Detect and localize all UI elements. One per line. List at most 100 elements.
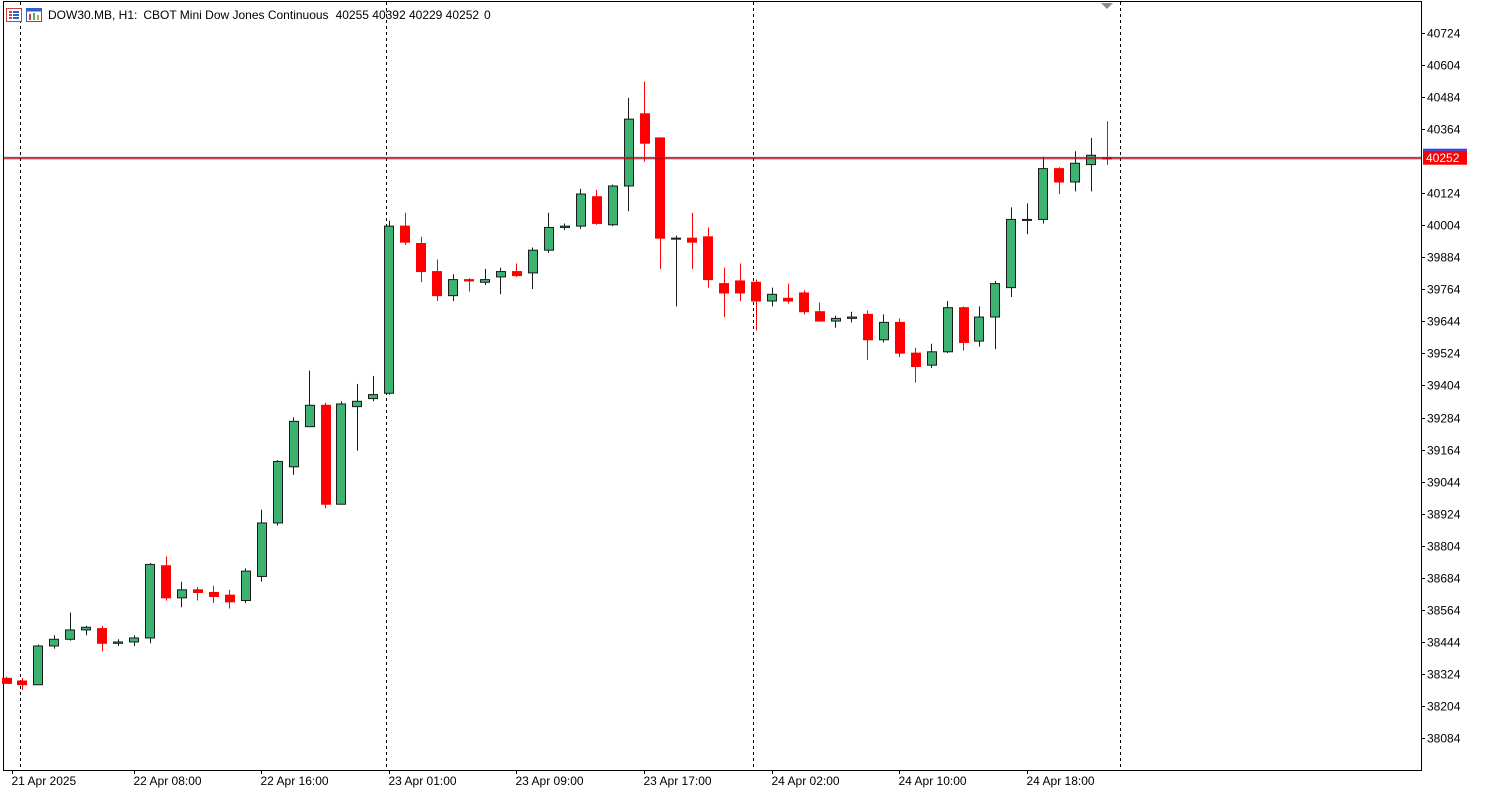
y-tick-label: 38684 [1427,572,1461,586]
candle-body [671,237,681,240]
candle-body [655,137,665,239]
y-tick-label: 40724 [1427,27,1461,41]
y-tick-label: 40364 [1427,123,1461,137]
menu-icon[interactable] [6,8,22,22]
chart-window-icon[interactable] [26,8,42,22]
y-tick-label: 38804 [1427,540,1461,554]
candle-body [129,637,139,643]
y-tick-label: 38444 [1427,636,1461,650]
y-tick-label: 39764 [1427,283,1461,297]
candle-body [209,591,219,597]
candle-body [783,297,793,302]
candle-body [97,628,107,644]
candle-body [289,420,299,468]
candle-body [273,460,283,524]
candle-body [113,641,123,644]
candle-body [831,317,841,322]
candle-body [384,225,394,394]
candle-body [161,565,171,599]
candle-body [640,113,650,144]
candle-body [81,626,91,631]
candle-body [177,589,187,599]
x-tick-label: 22 Apr 16:00 [261,774,329,788]
candle-body [496,271,506,278]
candle-body [416,242,426,273]
candle-body [1006,218,1016,289]
candle-body [576,193,586,227]
candle-body [990,283,1000,318]
y-tick-label: 40604 [1427,59,1461,73]
candle-body [624,118,634,187]
candle-body [943,307,953,353]
current-price-badge [1423,150,1467,165]
candle-body [432,271,442,297]
candle-body [448,279,458,297]
candle-body [751,281,761,302]
candle-body [1086,154,1096,166]
price-axis-area [1422,0,1486,793]
x-tick-label: 23 Apr 01:00 [389,774,457,788]
candle-body [464,279,474,282]
candle-body [480,279,490,283]
current-price-label: 40252 [1426,151,1460,165]
candle-body [703,236,713,281]
scroll-marker-icon[interactable] [1101,3,1113,9]
candle-body [49,638,59,647]
candle-body [1070,162,1080,183]
candle-body [911,352,921,368]
y-tick-label: 39644 [1427,315,1461,329]
candle-body [368,394,378,400]
y-tick-label: 38564 [1427,604,1461,618]
y-tick-label: 39524 [1427,347,1461,361]
x-tick-label: 23 Apr 17:00 [644,774,712,788]
candle-body [1054,168,1064,183]
y-tick-label: 38324 [1427,668,1461,682]
candle-body [257,522,267,577]
x-tick-label: 21 Apr 2025 [12,774,77,788]
candle-body [17,680,27,686]
y-tick-label: 38084 [1427,732,1461,746]
y-tick-label: 39404 [1427,379,1461,393]
instrument-description: CBOT Mini Dow Jones Continuous [143,8,329,22]
y-tick-label: 40124 [1427,187,1461,201]
candle-body [863,313,873,341]
symbol-label: DOW30.MB, H1: [48,8,138,22]
candle-body [225,594,235,603]
y-tick-label: 40484 [1427,91,1461,105]
candle-body [815,311,825,322]
candle-body [847,316,857,319]
y-tick-label: 39044 [1427,476,1461,490]
y-tick-label: 39284 [1427,412,1461,426]
candle-body [321,404,331,505]
candle-body [352,400,362,408]
candle-body [336,403,346,505]
candle-body [241,570,251,602]
candle-body [687,237,697,243]
y-tick-label: 38924 [1427,508,1461,522]
candle-body [193,589,203,593]
y-tick-label: 39164 [1427,444,1461,458]
x-tick-label: 24 Apr 02:00 [772,774,840,788]
candle-body [959,307,969,343]
candle-body [305,404,315,428]
candle-body [145,563,155,639]
candle-body [735,280,745,294]
candle-body [512,271,522,277]
ohlc-values: 40255 40392 40229 40252 [335,8,480,22]
candle-body [65,629,75,640]
plot-frame [3,1,1422,771]
candle-body [592,196,602,224]
candle-body [400,225,410,243]
x-tick-label: 24 Apr 10:00 [899,774,967,788]
x-tick-label: 23 Apr 09:00 [516,774,584,788]
candle-body [1038,168,1048,220]
candle-body [544,226,554,251]
candle-body [799,292,809,313]
x-tick-label: 22 Apr 08:00 [134,774,202,788]
candle-body [2,677,12,684]
candle-body [879,321,889,341]
x-tick-label: 24 Apr 18:00 [1027,774,1095,788]
y-tick-label: 38204 [1427,700,1461,714]
candle-body [719,283,729,294]
